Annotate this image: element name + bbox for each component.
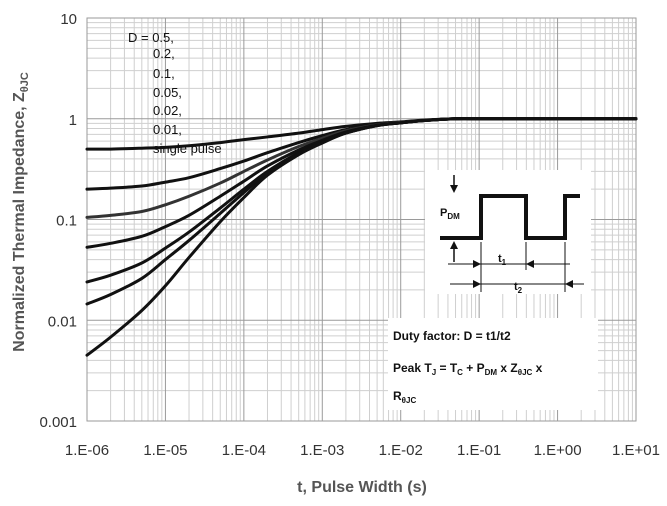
x-tick-label: 1.E-02 [379, 442, 423, 459]
legend-entry-single-pulse: single pulse [153, 141, 222, 156]
x-tick-labels: 1.E-06 1.E-05 1.E-04 1.E-03 1.E-02 1.E-01 1.E+… [65, 442, 660, 459]
y-tick-label: 0.001 [39, 414, 77, 431]
pdm-top-arrow [450, 185, 458, 193]
legend-entry-d05: D = 0.5, [128, 30, 174, 45]
pulse-waveform [440, 194, 580, 240]
pdm-label-sub: DM [447, 212, 460, 221]
t2-label-sub: 2 [518, 286, 523, 295]
note-peak-c: + P [463, 361, 485, 375]
t1-label-main: t [498, 253, 502, 265]
x-tick-label: 1.E-04 [222, 442, 266, 459]
note-duty-factor: Duty factor: D = t1/t2 [393, 329, 511, 343]
note-peak-b: = T [436, 361, 458, 375]
pulse-waveform-inset: PDM t1 t2 [425, 170, 591, 295]
note-rthjc: RθJC [393, 389, 416, 405]
t1-arrow-right [526, 260, 534, 268]
t2-label: t2 [514, 281, 523, 295]
y-tick-label: 1 [69, 112, 77, 129]
note-peak-d: x Z [497, 361, 518, 375]
legend-entry-d01: 0.1, [153, 66, 175, 81]
legend-entry-d001: 0.01, [153, 122, 182, 137]
duty-factor-note: Duty factor: D = t1/t2 Peak TJ = TC + PD… [388, 318, 598, 410]
x-tick-label: 1.E-03 [300, 442, 344, 459]
y-axis-title-main: Normalized Thermal Impedance, Z [11, 92, 28, 352]
note-peak-a: Peak T [393, 361, 432, 375]
note-peak-d-sub: θJC [518, 368, 533, 377]
pdm-label-main: P [440, 207, 447, 219]
legend: D = 0.5, 0.2, 0.1, 0.05, 0.02, 0.01, sin… [128, 30, 222, 156]
legend-entry-d002: 0.02, [153, 103, 182, 118]
y-tick-labels: 0.001 0.01 0.1 1 10 [39, 11, 77, 431]
x-tick-label: 1.E-05 [143, 442, 187, 459]
note-peak-b-sub: C [457, 368, 463, 377]
x-tick-label: 1.E+01 [612, 442, 660, 459]
x-tick-label: 1.E+00 [534, 442, 582, 459]
series-line-single-pulse [85, 117, 638, 357]
t2-arrow-right [565, 280, 573, 288]
note-peak-tj: Peak TJ = TC + PDM x ZθJC x [393, 361, 543, 377]
legend-entry-d005: 0.05, [153, 85, 182, 100]
y-tick-label: 0.1 [56, 213, 77, 230]
x-tick-label: 1.E-01 [457, 442, 501, 459]
t2-arrow-left [473, 280, 481, 288]
t1-arrow-left [473, 260, 481, 268]
note-background [388, 318, 598, 410]
y-tick-label: 10 [60, 11, 77, 28]
legend-entry-d02: 0.2, [153, 46, 175, 61]
note-peak-c-sub: DM [485, 368, 498, 377]
y-axis-title: Normalized Thermal Impedance, ZθJC [11, 72, 31, 352]
y-axis-title-sub: θJC [19, 72, 31, 92]
note-r-main: R [393, 389, 402, 403]
x-axis-title: t, Pulse Width (s) [297, 479, 427, 496]
t1-label: t1 [498, 253, 507, 267]
note-peak-a-sub: J [432, 368, 436, 377]
y-tick-label: 0.01 [48, 313, 77, 330]
pdm-bottom-arrow [450, 241, 458, 249]
t1-label-sub: 1 [502, 258, 507, 267]
x-tick-label: 1.E-06 [65, 442, 109, 459]
plot-frame [86, 17, 637, 422]
note-peak-e: x [532, 361, 542, 375]
note-r-sub: θJC [402, 396, 417, 405]
pdm-label: PDM [440, 207, 460, 221]
t2-label-main: t [514, 281, 518, 293]
series-layer [85, 117, 638, 357]
